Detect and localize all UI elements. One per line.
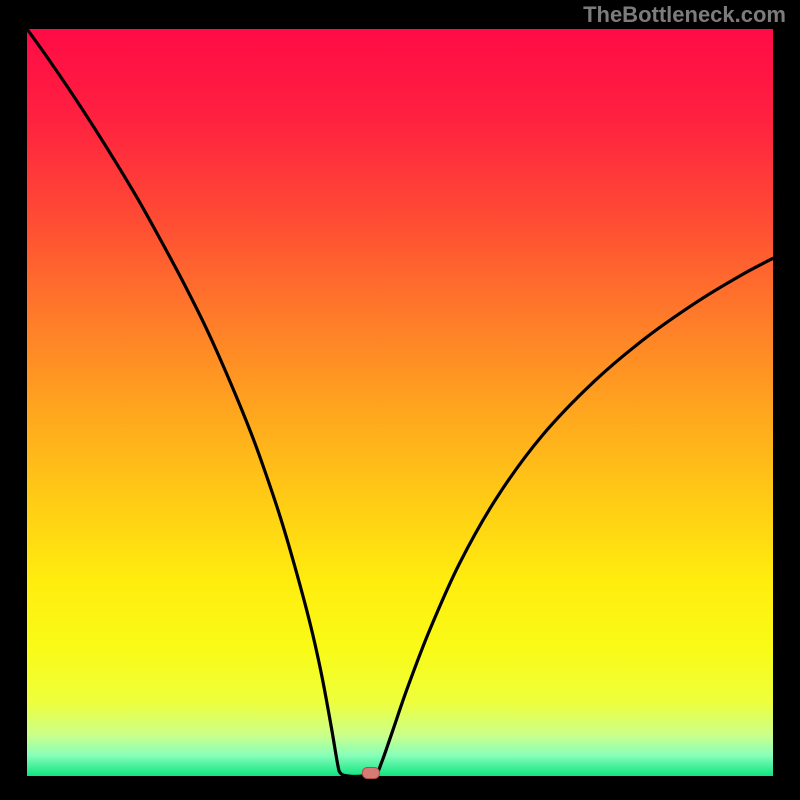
figure-container: TheBottleneck.com	[0, 0, 800, 800]
gradient-plot-area	[27, 29, 773, 776]
minimum-marker	[362, 768, 379, 779]
bottleneck-chart	[0, 0, 800, 800]
watermark-text: TheBottleneck.com	[583, 2, 786, 28]
